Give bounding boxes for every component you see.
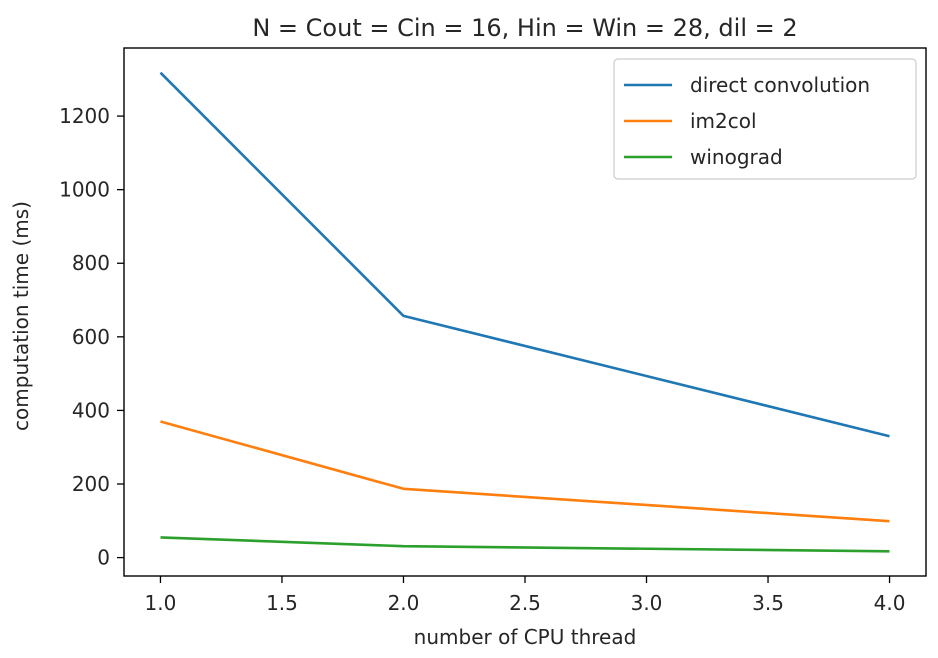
y-tick-label: 0 [97, 546, 110, 570]
series-line-0 [159, 71, 890, 438]
y-tick-label: 800 [72, 251, 110, 275]
y-tick-label: 1200 [59, 104, 110, 128]
x-axis-label: number of CPU thread [414, 625, 637, 649]
legend-label-1: im2col [690, 109, 757, 133]
x-tick-label: 3.5 [752, 591, 784, 615]
x-tick-label: 3.0 [631, 591, 663, 615]
legend: direct convolution im2col winograd [613, 58, 917, 180]
x-tick-label: 2.5 [509, 591, 541, 615]
chart-title: N = Cout = Cin = 16, Hin = Win = 28, dil… [252, 14, 797, 42]
y-axis-label: computation time (ms) [9, 201, 33, 431]
y-tick-label: 1000 [59, 178, 110, 202]
legend-label-2: winograd [690, 145, 783, 169]
legend-label-0: direct convolution [690, 73, 870, 97]
plot-area: 1.0 1.5 2.0 2.5 3.0 3.5 4.0 0 200 400 600 800 1000 12… [59, 47, 927, 615]
y-tick-label: 600 [72, 325, 110, 349]
legend-box [613, 58, 917, 180]
series-line-2 [160, 536, 890, 553]
x-tick-label: 4.0 [874, 591, 906, 615]
series-line-1 [160, 420, 890, 523]
x-tick-label: 1.0 [145, 591, 177, 615]
y-tick-label: 200 [72, 472, 110, 496]
y-tick-label: 400 [72, 398, 110, 422]
x-tick-label: 2.0 [388, 591, 420, 615]
x-tick-label: 1.5 [266, 591, 298, 615]
